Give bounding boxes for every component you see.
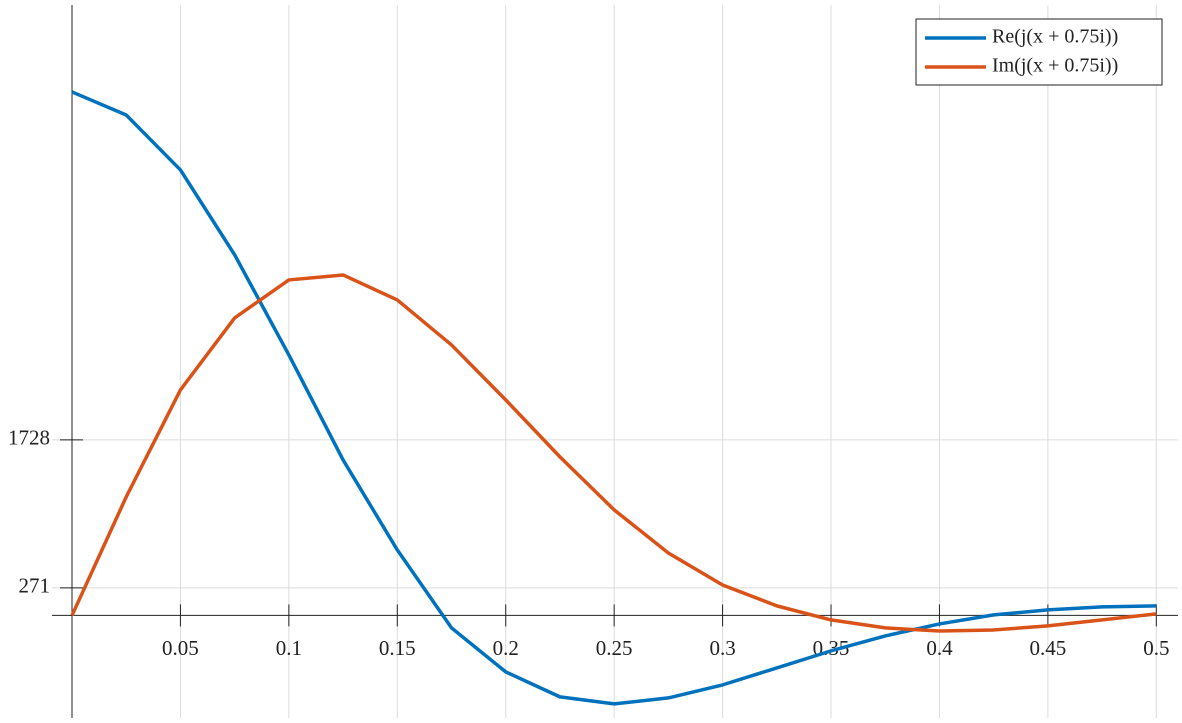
line-series: [70, 273, 1157, 633]
legend-label: Im(j(x + 0.75i)): [992, 55, 1118, 77]
legend: Re(j(x + 0.75i)) Im(j(x + 0.75i)): [915, 18, 1163, 86]
x-tick-label: 0.5: [1143, 636, 1169, 660]
x-tick-label: 0.1: [276, 636, 302, 660]
x-tick-label: 0.45: [1030, 636, 1067, 660]
line-series: [71, 90, 1157, 706]
legend-label: Re(j(x + 0.75i)): [992, 26, 1118, 48]
x-tick-label: 0.15: [379, 636, 416, 660]
y-tick-label: 1728: [8, 426, 50, 450]
y-tick-label: 271: [19, 574, 51, 598]
legend-box: [915, 18, 1163, 86]
x-tick-label: 0.2: [493, 636, 519, 660]
x-tick-label: 0.05: [162, 636, 199, 660]
x-tick-label: 0.25: [596, 636, 633, 660]
x-tick-label: 0.4: [926, 636, 953, 660]
x-tick-label: 0.3: [709, 636, 735, 660]
